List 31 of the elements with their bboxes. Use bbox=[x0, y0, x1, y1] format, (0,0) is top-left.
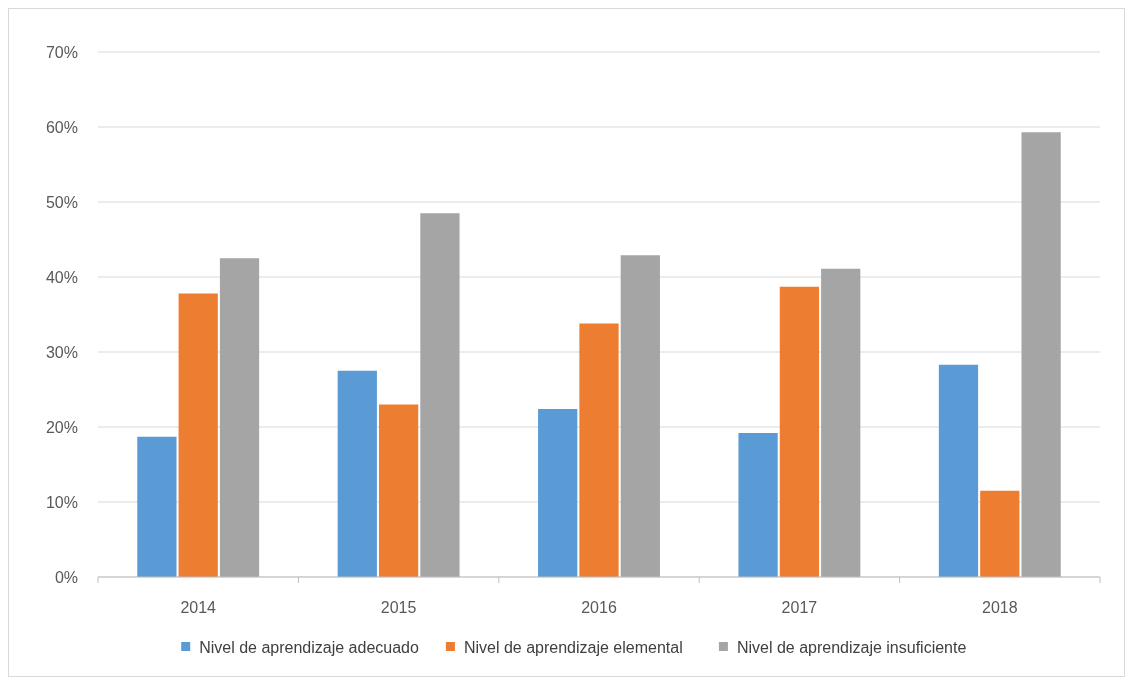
bar bbox=[779, 286, 820, 577]
bar bbox=[821, 268, 861, 577]
bar bbox=[137, 436, 177, 577]
legend-label: Nivel de aprendizaje adecuado bbox=[199, 638, 420, 656]
y-tick-label: 70% bbox=[45, 43, 78, 61]
y-tick-label: 30% bbox=[45, 343, 78, 361]
y-tick-label: 50% bbox=[45, 193, 78, 211]
bar bbox=[178, 293, 218, 577]
bar bbox=[620, 255, 660, 577]
x-tick-label: 2015 bbox=[380, 599, 417, 616]
bar bbox=[938, 364, 979, 577]
x-tick-label: 2016 bbox=[581, 599, 617, 616]
bar bbox=[378, 404, 419, 577]
y-tick-label: 10% bbox=[45, 493, 78, 511]
legend-label: Nivel de aprendizaje insuficiente bbox=[736, 638, 967, 656]
x-tick-label: 2017 bbox=[781, 599, 818, 616]
y-tick-label: 40% bbox=[45, 268, 78, 286]
y-tick-label: 20% bbox=[45, 418, 78, 436]
bar bbox=[1021, 132, 1061, 577]
y-tick-label: 60% bbox=[45, 118, 78, 136]
bar bbox=[538, 409, 578, 577]
y-tick-label: 0% bbox=[54, 568, 78, 586]
x-tick-label: 2014 bbox=[180, 599, 217, 616]
legend-label: Nivel de aprendizaje elemental bbox=[463, 638, 683, 656]
x-tick-label: 2018 bbox=[982, 599, 1018, 616]
bar bbox=[337, 370, 377, 577]
bar bbox=[980, 490, 1020, 577]
bar bbox=[420, 213, 460, 577]
bar bbox=[219, 258, 260, 577]
bar bbox=[738, 433, 778, 577]
bar bbox=[579, 323, 619, 577]
